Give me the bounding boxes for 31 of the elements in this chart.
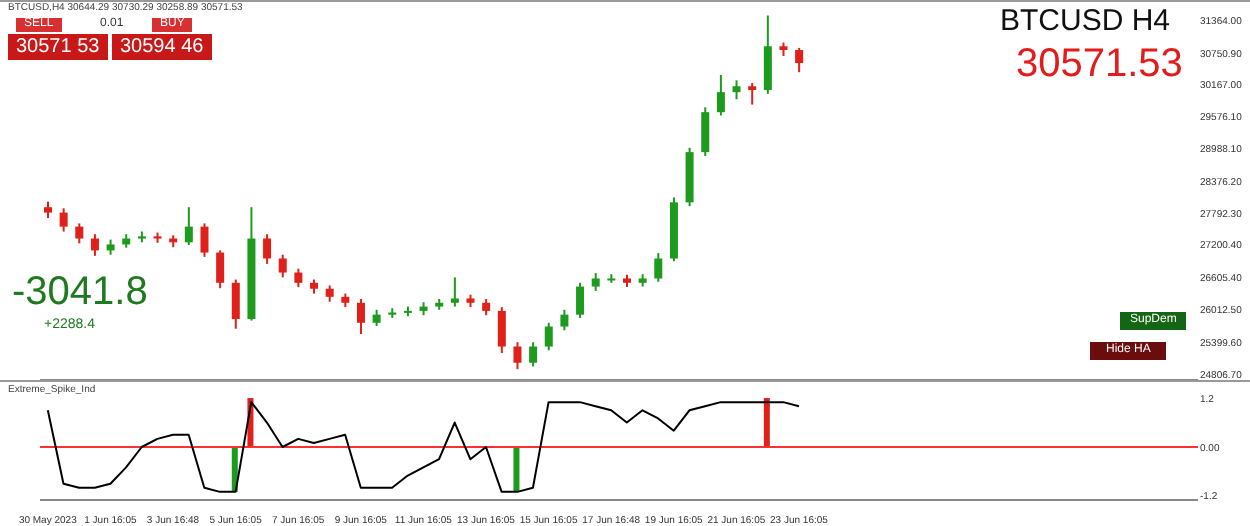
candlestick <box>294 267 303 289</box>
candlestick <box>450 276 459 308</box>
candlestick <box>763 14 772 95</box>
candlestick <box>748 82 757 106</box>
annotation: 30571.53 <box>1016 42 1183 86</box>
candlestick <box>200 222 209 258</box>
annotation: 30594 46 <box>112 34 212 60</box>
candlestick <box>513 341 522 371</box>
candlestick <box>795 46 804 74</box>
candlestick <box>216 249 225 290</box>
candlestick <box>529 341 538 368</box>
candlestick <box>654 252 663 283</box>
candlestick <box>560 308 569 332</box>
candlestick <box>497 306 506 354</box>
candlestick <box>263 233 272 265</box>
candlestick <box>90 233 99 257</box>
line-series <box>46 401 800 493</box>
candlestick <box>576 281 585 319</box>
annotation: -3041.8 <box>12 270 148 314</box>
candlestick <box>356 298 365 336</box>
candlestick <box>59 207 68 233</box>
annotation: BTCUSD H4 <box>1000 4 1171 39</box>
candlestick <box>544 321 553 352</box>
candlestick <box>701 106 710 157</box>
candlestick <box>231 278 240 330</box>
candlestick <box>732 79 741 101</box>
candlestick <box>184 206 193 246</box>
candlestick <box>716 73 725 117</box>
candlestick <box>278 253 287 279</box>
annotation: 30571 53 <box>8 34 108 60</box>
candlestick <box>75 222 84 245</box>
